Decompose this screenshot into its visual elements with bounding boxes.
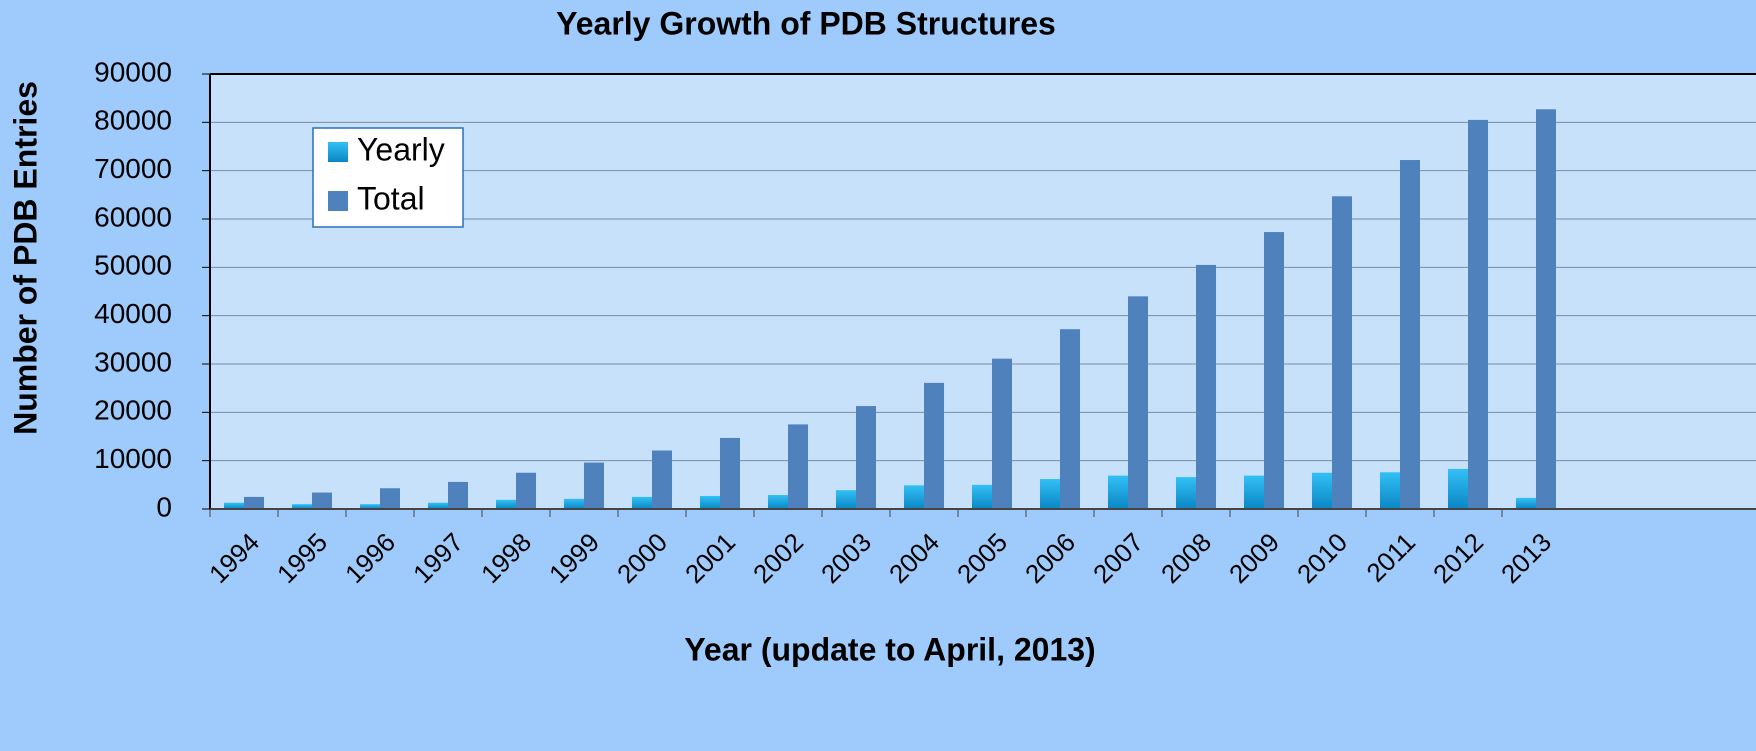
legend: Yearly Total bbox=[312, 127, 464, 228]
bar bbox=[924, 382, 944, 509]
bars bbox=[224, 109, 1556, 510]
bar bbox=[1060, 329, 1080, 509]
bar bbox=[1108, 475, 1128, 509]
chart-title: Yearly Growth of PDB Structures bbox=[556, 5, 1056, 41]
legend-label: Total bbox=[357, 180, 425, 216]
bar bbox=[1468, 119, 1488, 510]
y-tick-label: 0 bbox=[156, 491, 172, 522]
plot-area bbox=[210, 74, 1756, 509]
y-tick-label: 80000 bbox=[94, 105, 172, 136]
bar bbox=[584, 462, 604, 509]
bar bbox=[428, 502, 448, 509]
bar bbox=[380, 488, 400, 509]
y-tick-label: 70000 bbox=[94, 153, 172, 184]
bar bbox=[360, 504, 380, 509]
bar bbox=[1040, 479, 1060, 509]
bar bbox=[312, 492, 332, 509]
bar bbox=[244, 496, 264, 509]
bar bbox=[768, 494, 788, 509]
bar bbox=[904, 485, 924, 509]
bar bbox=[1244, 475, 1264, 509]
bar bbox=[1332, 196, 1352, 510]
bar bbox=[448, 481, 468, 509]
bar bbox=[1516, 497, 1536, 509]
bar bbox=[1448, 468, 1468, 509]
legend-swatch bbox=[328, 142, 348, 162]
bar bbox=[1196, 264, 1216, 509]
legend-swatch bbox=[328, 191, 348, 211]
y-tick-label: 40000 bbox=[94, 298, 172, 329]
bar bbox=[652, 450, 672, 509]
y-tick-label: 90000 bbox=[94, 56, 172, 87]
bar bbox=[632, 496, 652, 509]
bar bbox=[496, 499, 516, 509]
bar bbox=[700, 495, 720, 509]
bar bbox=[720, 437, 740, 509]
bar bbox=[788, 424, 808, 509]
bar bbox=[992, 358, 1012, 509]
bar bbox=[1128, 296, 1148, 509]
bar bbox=[1312, 472, 1332, 509]
y-tick-label: 10000 bbox=[94, 443, 172, 474]
y-axis-title: Number of PDB Entries bbox=[7, 81, 43, 435]
y-tick-label: 20000 bbox=[94, 395, 172, 426]
bar bbox=[972, 484, 992, 509]
x-axis-title: Year (update to April, 2013) bbox=[684, 631, 1095, 667]
bar bbox=[564, 498, 584, 509]
bar bbox=[1264, 232, 1284, 510]
y-tick-label: 50000 bbox=[94, 250, 172, 281]
bar bbox=[1400, 160, 1420, 510]
y-tick-label: 60000 bbox=[94, 201, 172, 232]
bar bbox=[856, 406, 876, 509]
y-tick-label: 30000 bbox=[94, 346, 172, 377]
bar bbox=[836, 490, 856, 509]
bar bbox=[292, 504, 312, 509]
bar bbox=[1380, 472, 1400, 509]
bar bbox=[516, 472, 536, 509]
bar bbox=[1176, 477, 1196, 509]
bar bbox=[1536, 109, 1556, 510]
bar bbox=[224, 502, 244, 509]
legend-label: Yearly bbox=[357, 131, 445, 167]
